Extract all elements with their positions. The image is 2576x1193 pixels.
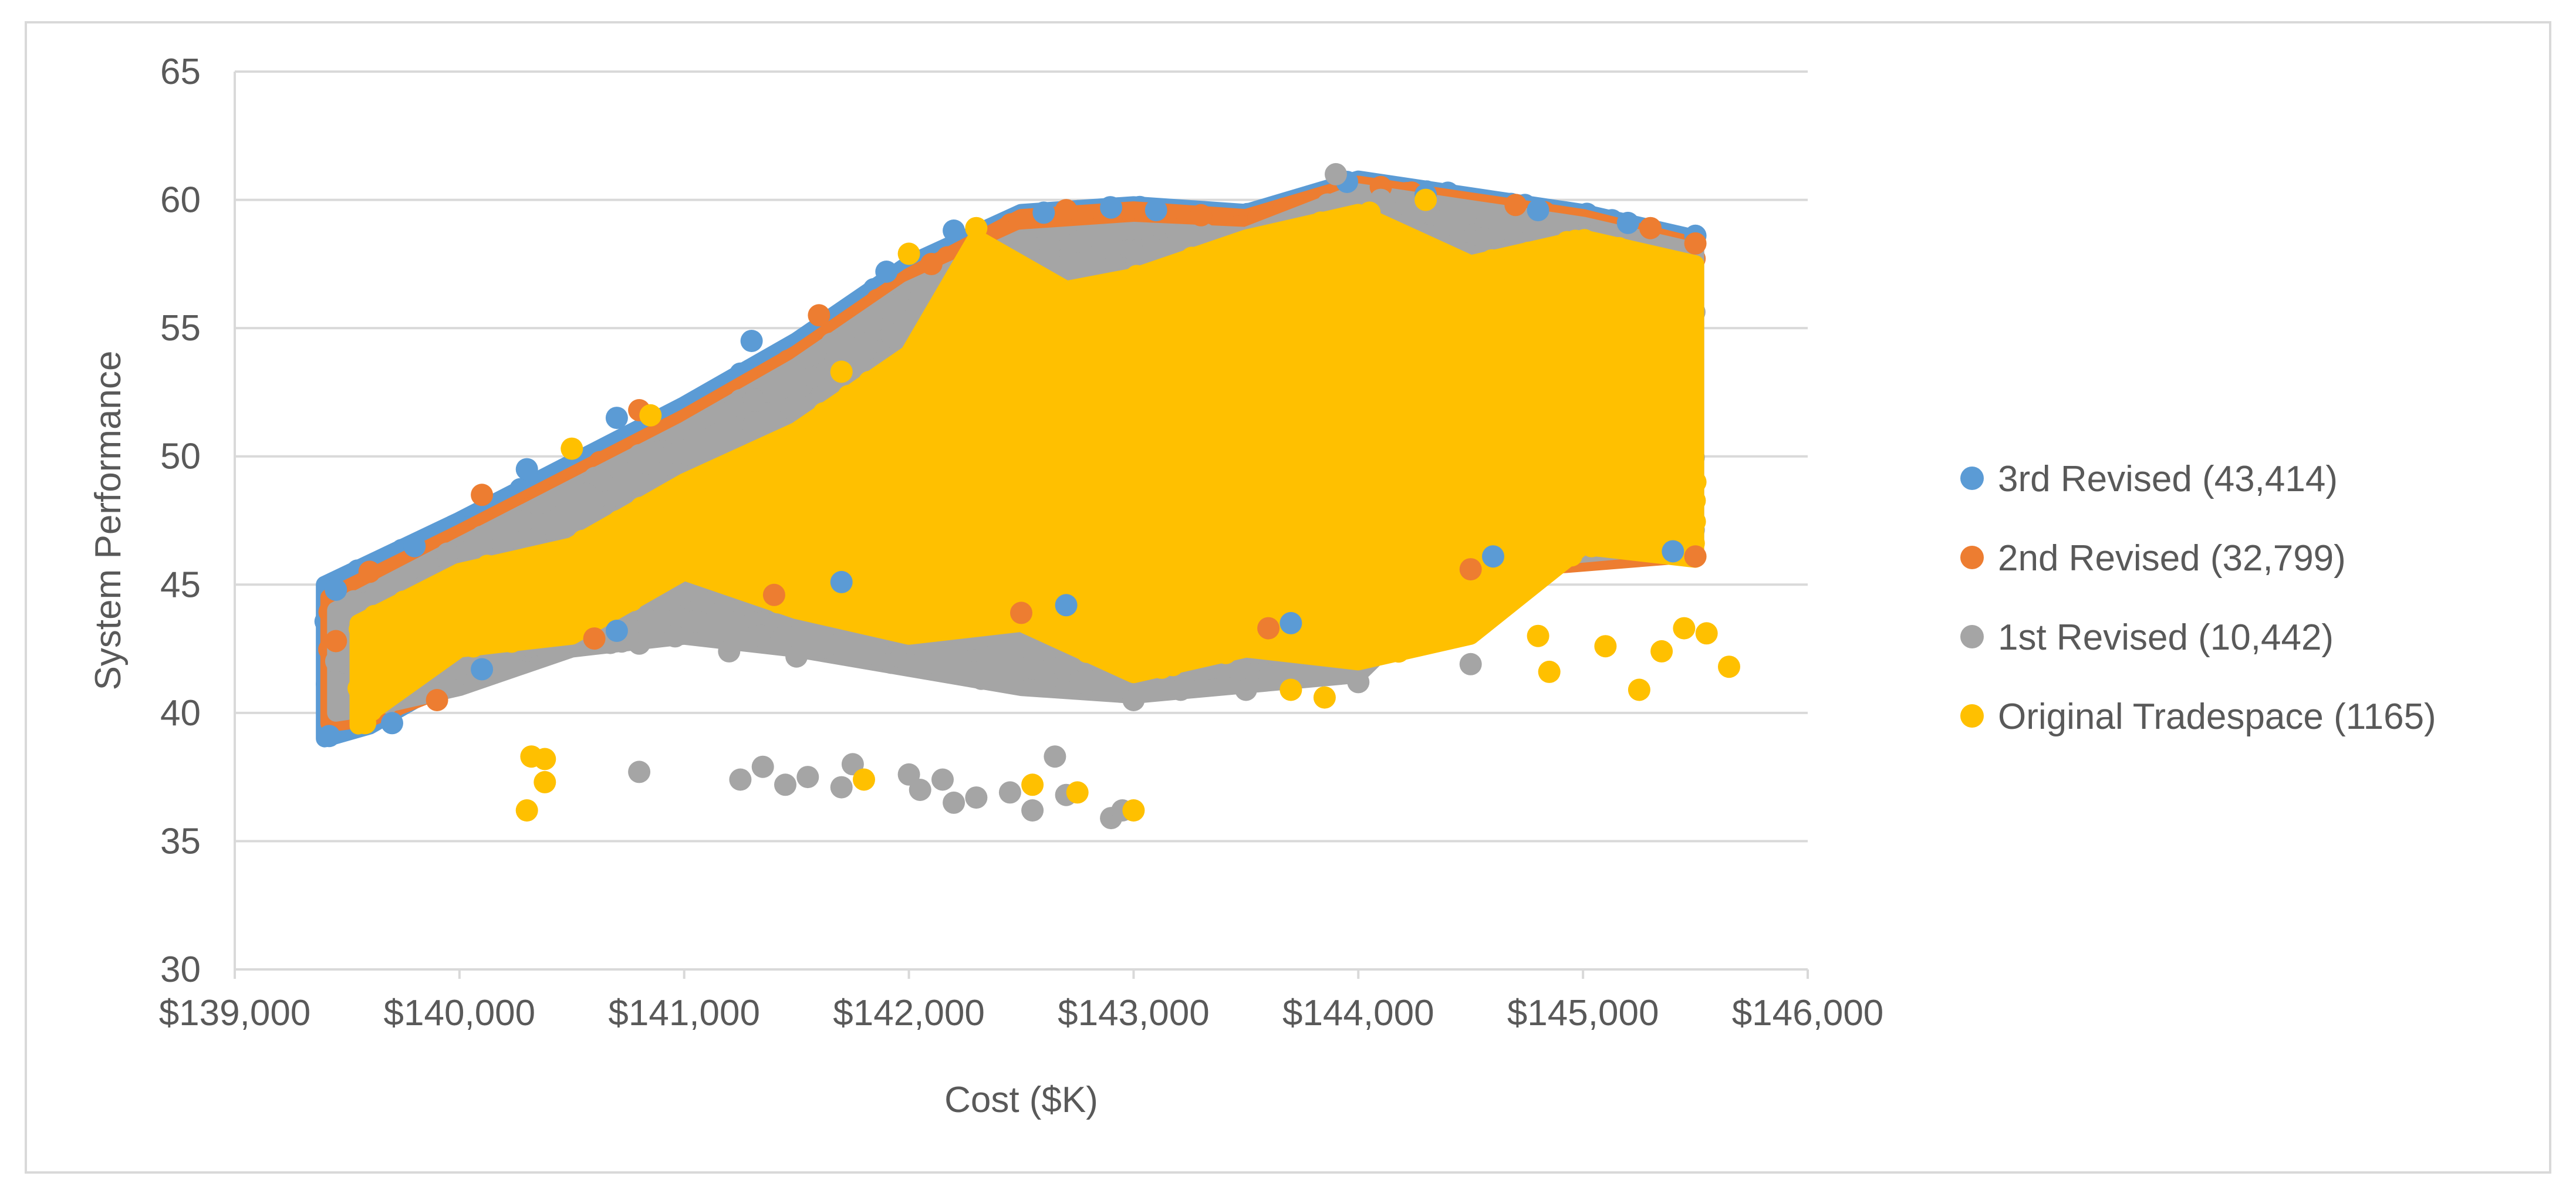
data-point	[386, 572, 409, 595]
data-point	[1055, 234, 1078, 256]
data-point	[1187, 549, 1209, 572]
data-point	[1433, 209, 1456, 232]
data-point	[471, 525, 494, 548]
data-point	[666, 442, 688, 465]
data-point	[911, 280, 934, 303]
data-point	[915, 619, 938, 641]
data-point	[1596, 442, 1619, 465]
data-point	[706, 430, 729, 452]
data-point	[1214, 641, 1237, 664]
data-point	[832, 522, 855, 545]
data-point	[1049, 624, 1072, 647]
data-point	[924, 651, 946, 674]
data-point	[1208, 347, 1230, 370]
data-point	[1257, 462, 1280, 485]
data-point	[436, 542, 459, 565]
series-clouds	[314, 170, 1706, 748]
data-point	[858, 370, 881, 393]
data-point	[664, 625, 687, 648]
data-point	[1035, 670, 1058, 692]
data-point	[964, 661, 986, 684]
data-point	[1169, 678, 1192, 701]
data-point	[1291, 390, 1314, 412]
data-point	[1402, 415, 1425, 437]
data-point	[821, 332, 843, 355]
data-point	[1550, 464, 1573, 487]
data-point	[1021, 236, 1044, 259]
data-point	[457, 540, 480, 563]
data-point	[1078, 670, 1100, 692]
data-point	[860, 642, 883, 665]
data-point	[886, 393, 909, 416]
data-point	[880, 323, 903, 346]
data-point	[808, 573, 830, 596]
data-point	[1149, 678, 1171, 701]
data-point	[366, 580, 389, 603]
data-point	[628, 444, 651, 467]
data-point	[1170, 318, 1193, 340]
data-point	[782, 473, 805, 496]
data-point	[1654, 494, 1677, 516]
data-point	[1390, 190, 1413, 213]
data-point	[788, 596, 811, 619]
data-point	[1548, 338, 1571, 361]
data-point	[1129, 526, 1151, 549]
data-point	[1084, 246, 1107, 269]
data-point	[1167, 231, 1189, 254]
data-point	[984, 657, 1007, 680]
data-point	[770, 628, 793, 651]
data-point	[790, 620, 813, 643]
data-point	[774, 366, 796, 388]
data-point	[1249, 556, 1272, 579]
data-point	[364, 667, 387, 690]
data-point	[1472, 227, 1495, 249]
data-point	[814, 636, 837, 659]
data-point	[1351, 254, 1373, 276]
data-point	[742, 414, 765, 437]
data-point	[1466, 418, 1488, 441]
data-point	[347, 592, 370, 614]
data-point	[612, 462, 635, 485]
data-point	[589, 468, 612, 491]
data-point	[1369, 239, 1392, 262]
data-point	[570, 483, 593, 506]
data-point	[1683, 510, 1706, 533]
data-point	[880, 565, 903, 588]
data-point	[1193, 223, 1216, 246]
data-point	[1551, 249, 1574, 272]
data-point	[1389, 317, 1412, 340]
data-point	[749, 624, 772, 647]
data-point	[717, 512, 740, 535]
data-point	[1345, 628, 1368, 651]
series-cloud-3	[347, 204, 1706, 735]
data-point	[512, 510, 535, 533]
data-point	[1024, 642, 1046, 664]
data-point	[1038, 234, 1061, 256]
data-point	[1499, 217, 1522, 239]
data-point	[684, 610, 707, 633]
data-point	[492, 532, 515, 555]
data-point	[325, 650, 347, 672]
data-point	[743, 390, 766, 413]
data-point	[955, 253, 978, 276]
